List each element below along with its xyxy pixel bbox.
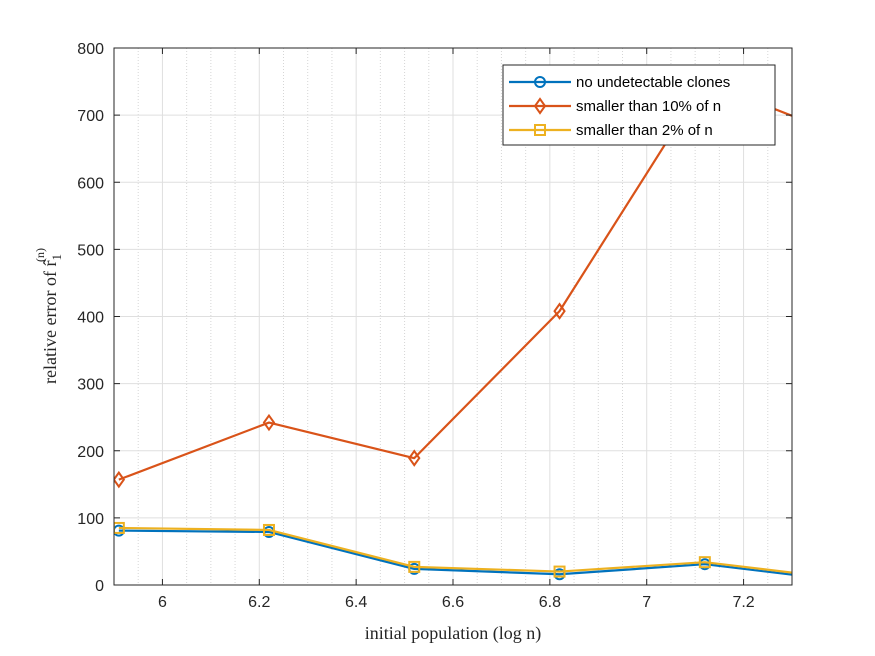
data-point bbox=[114, 470, 126, 489]
data-point bbox=[698, 556, 711, 569]
legend-entry: no undetectable clones bbox=[509, 74, 730, 91]
y-tick-label: 100 bbox=[77, 511, 104, 528]
y-tick-label: 700 bbox=[77, 108, 104, 125]
y-tick-label: 200 bbox=[77, 444, 104, 461]
series-line bbox=[118, 529, 792, 576]
x-tick-label: 6.2 bbox=[248, 594, 270, 611]
y-tick-label: 400 bbox=[77, 310, 104, 327]
data-point bbox=[408, 560, 421, 573]
y-tick-label: 300 bbox=[77, 377, 104, 394]
x-tick-label: 6.6 bbox=[442, 594, 464, 611]
y-tick-label: 600 bbox=[77, 175, 104, 192]
data-point bbox=[553, 302, 566, 320]
legend-label: smaller than 2% of n bbox=[576, 122, 713, 139]
x-tick-labels: 6 6.2 6.4 6.6 6.8 7 7.2 bbox=[158, 594, 755, 611]
data-point bbox=[553, 565, 566, 578]
y-axis-label: relative error of r̂ bbox=[40, 260, 60, 384]
legend-marker bbox=[533, 97, 547, 115]
y-tick-label: 500 bbox=[77, 242, 104, 259]
data-point bbox=[845, 577, 855, 587]
data-point bbox=[845, 575, 855, 585]
x-tick-label: 6.8 bbox=[539, 594, 561, 611]
legend-marker bbox=[534, 76, 546, 88]
data-point bbox=[262, 413, 276, 432]
legend-entry: smaller than 10% of n bbox=[509, 97, 721, 115]
x-axis-label: initial population (log n) bbox=[365, 623, 541, 644]
legend-marker bbox=[534, 124, 546, 136]
data-point bbox=[114, 521, 125, 534]
x-tick-label: 7.2 bbox=[732, 594, 754, 611]
legend-label: no undetectable clones bbox=[576, 74, 730, 91]
y-axis-label-subscript: 1 bbox=[49, 254, 64, 261]
legend-entries: no undetectable clones smaller than 10% o… bbox=[509, 74, 730, 139]
y-tick-label: 0 bbox=[95, 578, 104, 595]
legend-entry: smaller than 2% of n bbox=[509, 122, 713, 139]
data-point bbox=[845, 132, 855, 146]
series-line bbox=[118, 526, 792, 574]
y-axis-label-superscript: (n) bbox=[33, 248, 47, 262]
x-tick-label: 6 bbox=[158, 594, 167, 611]
data-point bbox=[408, 449, 421, 467]
tick-marks bbox=[114, 47, 792, 586]
legend-label: smaller than 10% of n bbox=[576, 98, 721, 115]
y-tick-labels: 0 100 200 300 400 500 600 700 800 bbox=[77, 41, 104, 595]
y-axis-label-group: relative error of r̂1(n) bbox=[33, 248, 64, 384]
x-tick-label: 7 bbox=[642, 594, 651, 611]
series-3 bbox=[114, 521, 855, 585]
svg-text:relative error of r̂1(n): relative error of r̂1(n) bbox=[33, 248, 64, 384]
data-point bbox=[262, 523, 275, 536]
y-tick-label: 800 bbox=[77, 41, 104, 58]
legend: no undetectable clones smaller than 10% o… bbox=[502, 64, 776, 146]
x-tick-label: 6.4 bbox=[345, 594, 367, 611]
